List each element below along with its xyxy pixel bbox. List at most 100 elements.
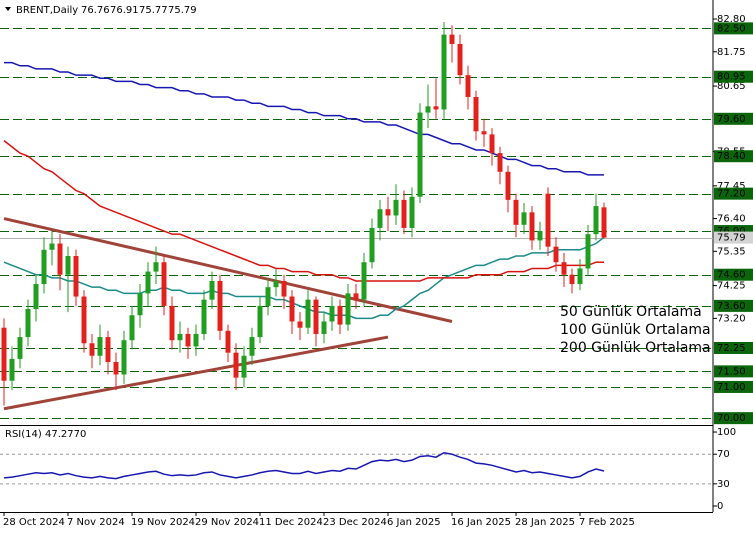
candle-body <box>577 268 583 285</box>
candle-body <box>337 305 343 325</box>
candle-body <box>249 337 255 356</box>
candle-body <box>105 337 111 363</box>
level-label-box <box>714 150 753 163</box>
menu-icon[interactable] <box>5 7 11 11</box>
legend-entry: 50 Günlük Ortalama <box>560 304 702 320</box>
level-label: 79.60 <box>717 114 746 125</box>
candle-body <box>57 243 63 275</box>
candle-body <box>25 309 31 338</box>
y-tick-label: 80.65 <box>717 81 746 92</box>
candle-body <box>313 299 319 334</box>
rsi-tick-label: 30 <box>717 479 730 490</box>
level-label-box <box>714 299 753 312</box>
candle-body <box>289 296 295 322</box>
candle-body <box>137 293 143 316</box>
candle-body <box>345 293 351 325</box>
candle-body <box>97 337 103 356</box>
x-tick-label: 7 Nov 2024 <box>67 517 125 528</box>
level-label-box <box>714 341 753 354</box>
candle-body <box>489 134 495 154</box>
ohlc-close: 75.79 <box>168 5 197 16</box>
x-tick-label: 28 Oct 2024 <box>3 517 65 528</box>
x-tick-label: 16 Jan 2025 <box>451 517 511 528</box>
ohlc-low: 75.77 <box>139 5 168 16</box>
candle-body <box>321 321 327 334</box>
x-tick-label: 23 Dec 2024 <box>323 517 387 528</box>
candle-body <box>41 249 47 285</box>
candle-body <box>433 106 439 110</box>
candle-body <box>281 280 287 297</box>
candle-body <box>585 234 591 269</box>
ohlc-high: 76.91 <box>110 5 139 16</box>
candle-body <box>529 212 535 241</box>
candle-body <box>505 171 511 200</box>
level-label-box <box>714 22 753 35</box>
candle-body <box>49 243 55 250</box>
candle-body <box>145 271 151 294</box>
level-label-box <box>714 412 753 425</box>
candle-body <box>265 287 271 306</box>
rsi-title: RSI(14) <box>5 429 42 440</box>
level-label-box <box>714 70 753 83</box>
level-label-box <box>714 268 753 281</box>
rsi-tick-label: 70 <box>717 449 730 460</box>
candle-body <box>177 333 183 341</box>
candle-body <box>217 280 223 331</box>
candle-body <box>305 299 311 328</box>
candle-body <box>81 296 87 344</box>
candle-body <box>233 352 239 378</box>
x-tick-label: 29 Nov 2024 <box>195 517 259 528</box>
candle-body <box>65 255 71 275</box>
candle-body <box>33 284 39 310</box>
level-label: 78.40 <box>717 151 746 162</box>
candle-body <box>121 340 127 375</box>
candle-body <box>161 262 167 306</box>
x-tick-label: 11 Dec 2024 <box>259 517 323 528</box>
candle-body <box>401 199 407 228</box>
candle-body <box>17 337 23 359</box>
x-tick-label: 28 Jan 2025 <box>515 517 575 528</box>
candle-body <box>225 330 231 353</box>
candle-body <box>601 207 607 238</box>
candle-body <box>521 212 527 225</box>
level-label: 70.00 <box>717 413 746 424</box>
candle-body <box>89 343 95 356</box>
candle-body <box>185 333 191 347</box>
candle-body <box>425 106 431 113</box>
candle-body <box>209 280 215 300</box>
candle-body <box>457 43 463 76</box>
legend-entry: 100 Günlük Ortalama <box>560 322 711 338</box>
candle-body <box>561 262 567 275</box>
level-label: 71.00 <box>717 382 746 393</box>
candle-body <box>1 327 7 381</box>
level-label: 82.50 <box>717 23 746 34</box>
x-tick-label: 6 Jan 2025 <box>387 517 441 528</box>
x-tick-label: 19 Nov 2024 <box>131 517 195 528</box>
level-label-box <box>714 380 753 393</box>
candle-body <box>377 209 383 228</box>
level-label-box <box>714 187 753 200</box>
candle-body <box>553 246 559 263</box>
candle-body <box>513 199 519 225</box>
chart-title: BRENT,Daily <box>16 5 78 16</box>
level-label: 77.20 <box>717 189 746 200</box>
candle-body <box>449 34 455 44</box>
candle-body <box>441 34 447 110</box>
level-label-box <box>714 112 753 125</box>
y-tick-label: 76.40 <box>717 214 746 225</box>
y-tick-label: 74.25 <box>717 281 746 292</box>
candle-body <box>569 274 575 285</box>
moving-average <box>4 61 604 176</box>
level-label: 76.00 <box>717 226 746 237</box>
candle-body <box>241 355 247 378</box>
level-label: 73.60 <box>717 301 746 312</box>
level-label: 74.60 <box>717 270 746 281</box>
y-tick-label: 82.80 <box>717 14 746 25</box>
candle-body <box>297 321 303 328</box>
candle-body <box>385 209 391 216</box>
trendline <box>3 335 389 411</box>
rsi-tick-label: 0 <box>717 501 723 512</box>
candle-body <box>369 227 375 263</box>
y-tick-label: 73.20 <box>717 313 746 324</box>
level-label: 71.50 <box>717 366 746 377</box>
